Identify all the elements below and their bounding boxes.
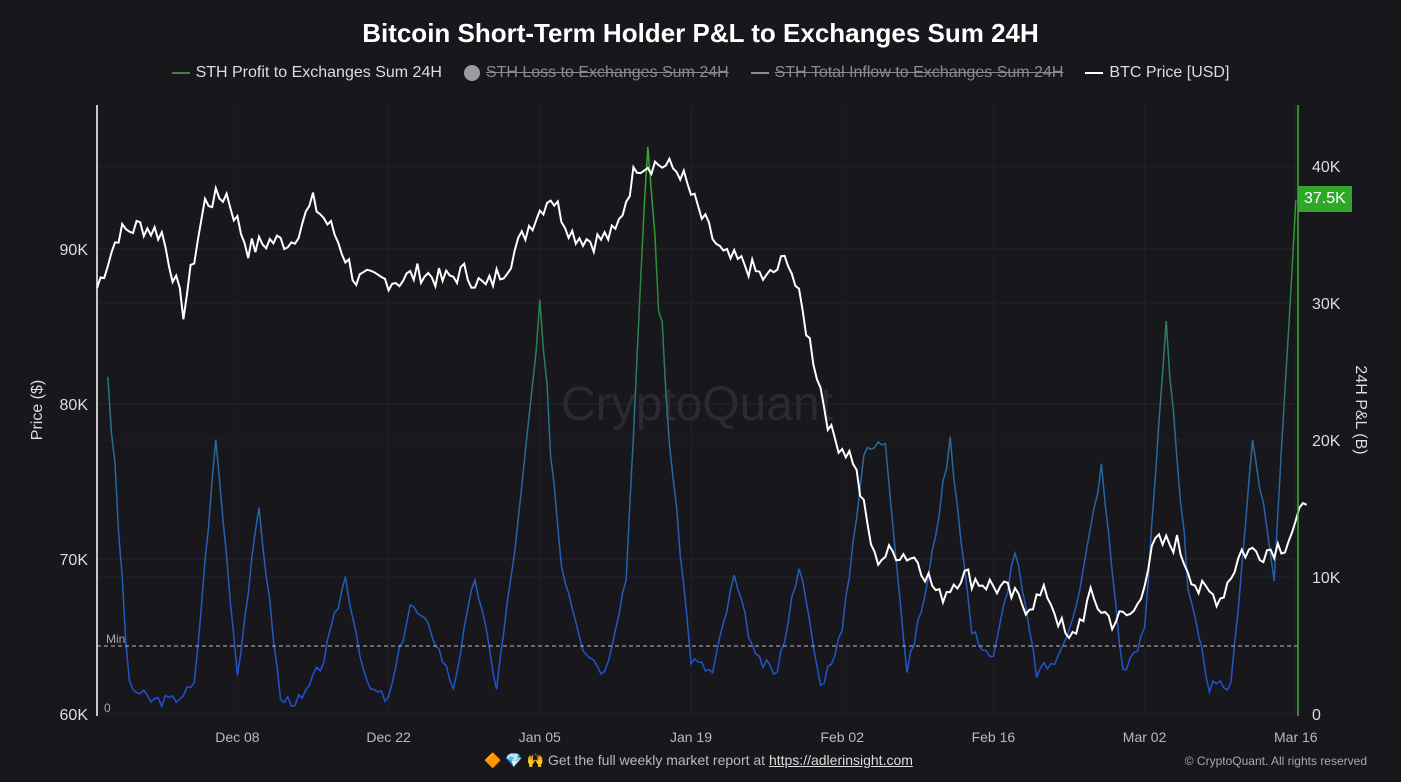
x-tick-label: Jan 05 bbox=[519, 729, 561, 745]
x-tick-label: Dec 22 bbox=[366, 729, 411, 745]
right-tick-label: 10K bbox=[1312, 570, 1341, 587]
sth-profit-line bbox=[107, 146, 1297, 709]
legend-label: BTC Price [USD] bbox=[1109, 64, 1230, 81]
y-axis-right-label: 24H P&L (B) bbox=[1352, 365, 1369, 454]
zero-label: 0 bbox=[104, 701, 111, 715]
copyright: © CryptoQuant. All rights reserved bbox=[1184, 754, 1367, 768]
legend-swatch bbox=[463, 65, 480, 81]
footer-text: Get the full weekly market report at bbox=[547, 752, 769, 768]
footer-emoji: 🔶 💎 🙌 bbox=[484, 752, 545, 768]
grid bbox=[97, 105, 1298, 715]
right-tick-label: 20K bbox=[1312, 433, 1341, 450]
legend-swatch bbox=[1085, 72, 1104, 74]
left-tick-label: 90K bbox=[60, 242, 89, 259]
legend-item-sth-loss[interactable]: STH Loss to Exchanges Sum 24H bbox=[463, 64, 729, 82]
legend-label: STH Total Inflow to Exchanges Sum 24H bbox=[774, 64, 1064, 81]
chart-title: Bitcoin Short-Term Holder P&L to Exchang… bbox=[362, 18, 1039, 48]
legend-item-btc-price[interactable]: BTC Price [USD] bbox=[1085, 64, 1229, 82]
min-label: Min bbox=[106, 632, 125, 646]
last-value-tag: 37.5K bbox=[1298, 186, 1352, 212]
left-tick-label: 70K bbox=[60, 552, 89, 569]
left-tick-label: 60K bbox=[60, 707, 89, 724]
legend-swatch bbox=[171, 72, 190, 74]
legend-label: STH Profit to Exchanges Sum 24H bbox=[195, 64, 442, 81]
x-tick-label: Mar 16 bbox=[1274, 729, 1318, 745]
report-link[interactable]: https://adlerinsight.com bbox=[768, 752, 913, 768]
btc-price-line bbox=[96, 156, 1308, 640]
x-tick-label: Feb 02 bbox=[820, 729, 864, 745]
x-tick-label: Dec 08 bbox=[215, 729, 260, 745]
watermark: CryptoQuant bbox=[561, 378, 833, 431]
right-tick-label: 40K bbox=[1312, 159, 1341, 176]
y-axis-left-label: Price ($) bbox=[29, 380, 46, 440]
right-tick-label: 0 bbox=[1312, 707, 1321, 724]
legend-swatch bbox=[750, 72, 769, 74]
x-tick-label: Jan 19 bbox=[670, 729, 712, 745]
legend-item-sth-total-inflow[interactable]: STH Total Inflow to Exchanges Sum 24H bbox=[750, 64, 1064, 82]
x-tick-label: Feb 16 bbox=[972, 729, 1016, 745]
footer: 🔶 💎 🙌 Get the full weekly market report … bbox=[484, 752, 913, 769]
legend: STH Profit to Exchanges Sum 24H STH Loss… bbox=[0, 64, 1401, 82]
x-tick-label: Mar 02 bbox=[1123, 729, 1167, 745]
left-tick-label: 80K bbox=[60, 397, 89, 414]
legend-label: STH Loss to Exchanges Sum 24H bbox=[485, 64, 729, 81]
legend-item-sth-profit[interactable]: STH Profit to Exchanges Sum 24H bbox=[171, 64, 442, 82]
right-tick-label: 30K bbox=[1312, 296, 1341, 313]
